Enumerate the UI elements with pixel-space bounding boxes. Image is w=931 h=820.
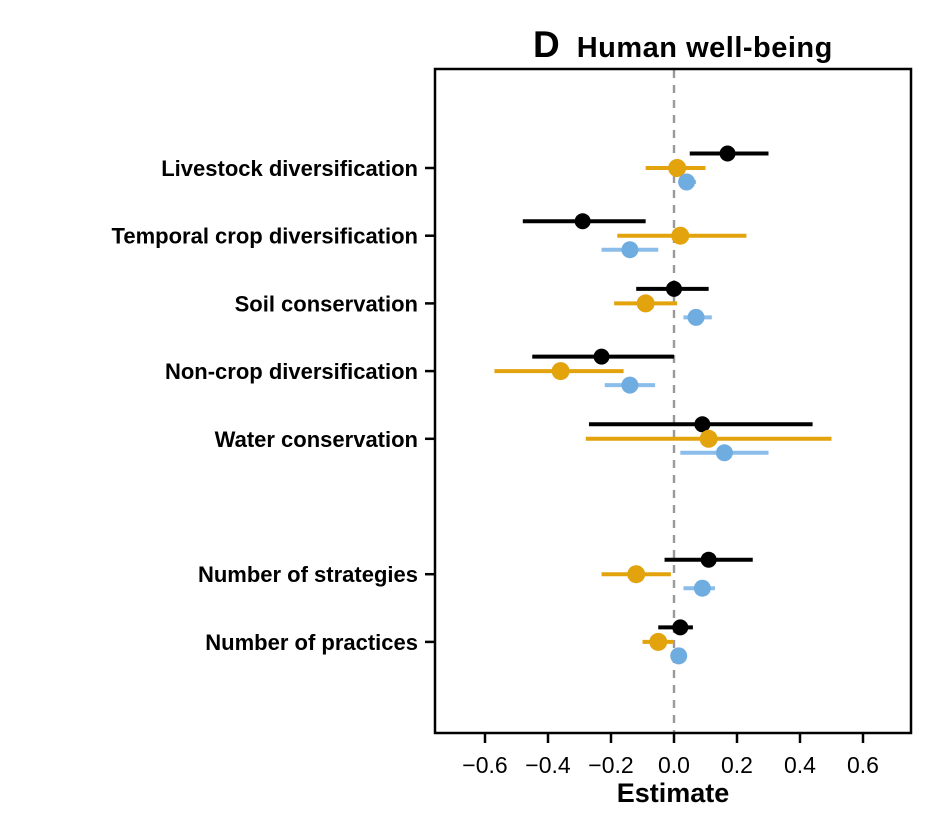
series-blue [601, 173, 769, 665]
estimate-point [699, 429, 718, 448]
category-label: Soil conservation [235, 291, 418, 316]
estimate-point [627, 565, 646, 584]
estimate-point [649, 632, 668, 651]
estimate-point [551, 362, 570, 381]
estimate-point [694, 416, 711, 433]
x-tick-label: 0.2 [721, 752, 753, 778]
estimate-point [593, 348, 610, 365]
series-orange [494, 159, 832, 651]
estimate-point [678, 173, 696, 191]
category-label: Livestock diversification [161, 156, 418, 181]
estimate-point [693, 579, 711, 597]
estimate-point [700, 551, 717, 568]
x-tick-label: −0.6 [462, 752, 507, 778]
category-label: Non-crop diversification [165, 359, 418, 384]
x-tick-label: −0.4 [525, 752, 571, 778]
x-tick-label: 0.0 [658, 752, 690, 778]
panel-title: D Human well-being [533, 24, 833, 66]
estimate-point [636, 294, 655, 313]
category-label: Water conservation [215, 427, 418, 452]
x-tick-label: 0.6 [847, 752, 879, 778]
estimate-point [621, 241, 639, 259]
category-label: Number of practices [205, 630, 418, 655]
estimate-point [574, 213, 591, 230]
estimate-point [668, 159, 687, 177]
x-axis-title: Estimate [616, 778, 730, 808]
estimate-point [621, 376, 639, 394]
estimate-point [719, 145, 736, 162]
category-label: Number of strategies [198, 562, 418, 587]
estimate-point [687, 308, 705, 326]
category-label: Temporal crop diversification [112, 224, 418, 249]
x-tick-label: 0.4 [784, 752, 816, 778]
series-black [522, 145, 813, 636]
estimate-point [666, 280, 682, 297]
panel-letter: D [533, 24, 560, 65]
estimate-point [672, 619, 689, 636]
estimate-point [715, 444, 733, 462]
x-tick-label: −0.2 [588, 752, 633, 778]
estimate-point [671, 226, 690, 245]
estimate-point [670, 647, 688, 665]
panel-title-text: Human well-being [576, 32, 833, 64]
